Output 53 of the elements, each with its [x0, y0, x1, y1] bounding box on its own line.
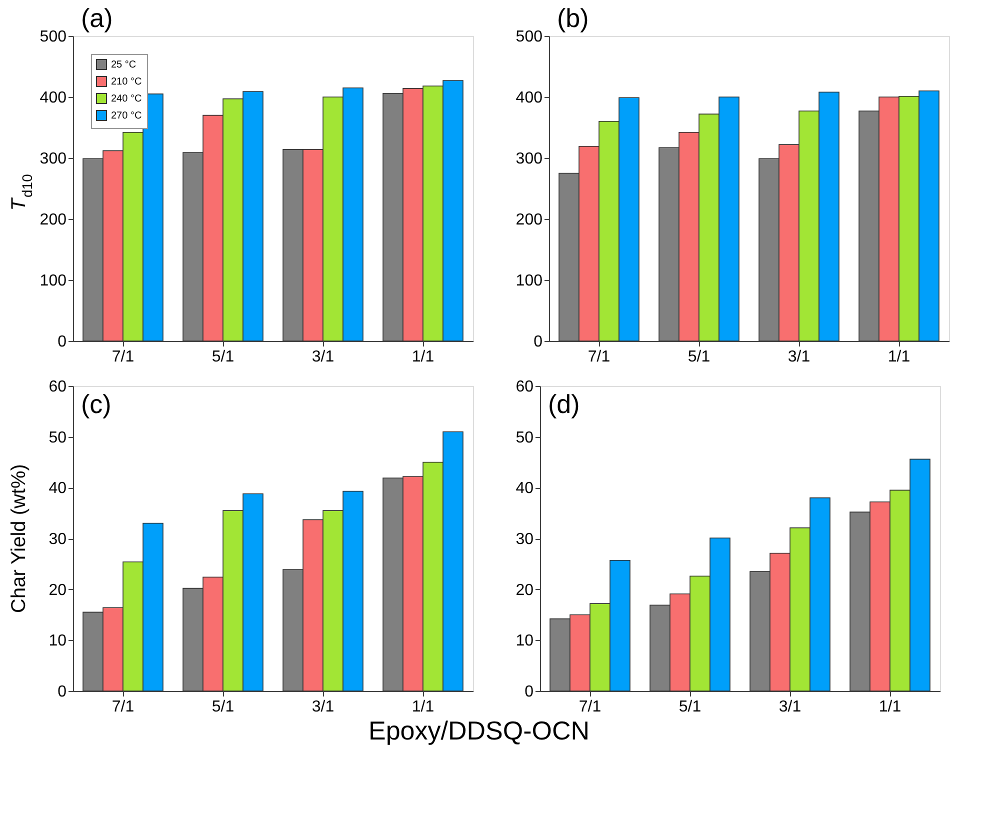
y-tick-label: 300 — [516, 150, 543, 168]
y-tick-label: 60 — [516, 378, 534, 396]
y-tick-label: 200 — [516, 212, 543, 228]
y-axis-title: Char Yield (wt%) — [8, 464, 30, 613]
y-tick-label: 60 — [48, 378, 67, 396]
chart-title: (c) — [81, 389, 112, 419]
y-tick-label: 400 — [40, 90, 67, 106]
x-tick-label: 3/1 — [778, 698, 802, 716]
y-tick-label: 0 — [58, 684, 67, 700]
x-tick-label: 3/1 — [312, 348, 334, 366]
y-tick-label: 0 — [524, 684, 534, 700]
y-tick-label: 20 — [48, 582, 67, 599]
x-tick-label: 7/1 — [578, 698, 602, 716]
y-tick-label: 200 — [40, 212, 67, 228]
legend-label: 240 °C — [111, 94, 142, 104]
y-tick-label: 100 — [40, 272, 67, 290]
x-tick-label: 5/1 — [678, 698, 702, 716]
x-tick-label: 5/1 — [212, 348, 234, 366]
y-tick-label: 10 — [516, 632, 534, 650]
y-tick-label: 10 — [48, 632, 67, 650]
y-axis-title: Td10 — [8, 174, 35, 211]
x-tick-label: 5/1 — [212, 698, 234, 716]
x-tick-label: 1/1 — [412, 698, 434, 716]
y-tick-label: 0 — [534, 334, 543, 350]
y-tick-label: 500 — [40, 28, 67, 46]
y-tick-label: 0 — [58, 334, 67, 350]
x-tick-label: 7/1 — [112, 348, 134, 366]
y-tick-label: 40 — [48, 480, 67, 498]
y-tick-label: 100 — [516, 272, 543, 290]
y-tick-label: 50 — [516, 429, 534, 446]
y-tick-label: 500 — [516, 28, 543, 46]
y-tick-label: 40 — [516, 480, 534, 498]
x-tick-label: 7/1 — [112, 698, 134, 716]
y-tick-label: 400 — [516, 90, 543, 106]
x-tick-label: 1/1 — [412, 348, 434, 366]
y-tick-label: 30 — [516, 531, 534, 548]
y-tick-label: 20 — [516, 582, 534, 599]
x-tick-label: 3/1 — [788, 348, 810, 366]
y-tick-label: 300 — [40, 150, 67, 168]
x-tick-label: 5/1 — [688, 348, 710, 366]
y-tick-label: 30 — [48, 531, 67, 548]
y-tick-label: 50 — [48, 429, 67, 446]
x-tick-label: 1/1 — [888, 348, 910, 366]
chart-title: (b) — [557, 3, 589, 33]
chart-title: (d) — [548, 389, 580, 419]
legend-label: 270 °C — [111, 110, 142, 122]
x-axis-title: Epoxy/DDSQ-OCN — [368, 716, 590, 746]
x-tick-label: 1/1 — [878, 698, 902, 716]
legend-label: 25 °C — [111, 60, 136, 70]
chart-title: (a) — [81, 3, 113, 33]
legend-label: 210 °C — [111, 76, 142, 88]
x-tick-label: 7/1 — [588, 348, 610, 366]
x-tick-label: 3/1 — [312, 698, 334, 716]
